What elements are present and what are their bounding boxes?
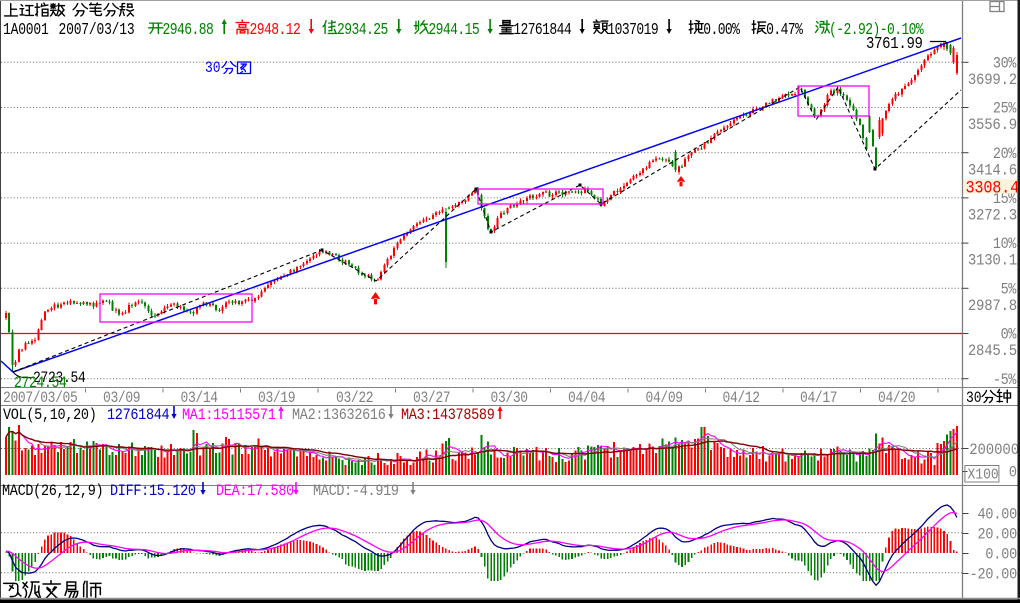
svg-text:30%: 30% — [993, 56, 1017, 73]
svg-text:MA3:14378589: MA3:14378589 — [401, 407, 495, 424]
svg-text:1037019: 1037019 — [607, 19, 658, 39]
svg-text:04/17: 04/17 — [800, 390, 837, 407]
svg-text:12761844: 12761844 — [513, 19, 571, 39]
svg-text:(-2.92)-0.10%: (-2.92)-0.10% — [829, 19, 925, 39]
svg-text:03/22: 03/22 — [336, 390, 373, 407]
svg-text:15%: 15% — [993, 191, 1017, 208]
svg-text:04/20: 04/20 — [878, 390, 915, 407]
svg-text:40.00: 40.00 — [978, 507, 1017, 524]
svg-text:5%: 5% — [1001, 282, 1017, 299]
svg-text:2723.54: 2723.54 — [33, 370, 85, 387]
svg-text:0.00: 0.00 — [985, 547, 1017, 564]
svg-text:12761844: 12761844 — [107, 407, 169, 424]
svg-text:MACD:-4.919: MACD:-4.919 — [313, 483, 399, 500]
svg-text:2944.15: 2944.15 — [428, 19, 479, 39]
svg-text:20%: 20% — [993, 146, 1017, 163]
svg-text:X100: X100 — [968, 468, 999, 484]
svg-text:03/14: 03/14 — [181, 390, 218, 407]
svg-text:3308.4: 3308.4 — [966, 178, 1019, 198]
svg-text:2724.54: 2724.54 — [14, 375, 66, 392]
svg-text:2987.8: 2987.8 — [968, 296, 1017, 315]
svg-text:30: 30 — [205, 60, 221, 77]
svg-text:30: 30 — [966, 390, 982, 407]
svg-text:0: 0 — [1009, 465, 1017, 482]
svg-text:3130.1: 3130.1 — [968, 251, 1017, 270]
svg-text:MA2:13632616: MA2:13632616 — [292, 407, 386, 424]
svg-text:2946.88: 2946.88 — [163, 19, 214, 39]
svg-text:200000: 200000 — [969, 440, 1019, 459]
svg-text:03/09: 03/09 — [103, 390, 140, 407]
svg-text:DEA:17.580: DEA:17.580 — [216, 483, 294, 500]
svg-text:04/09: 04/09 — [646, 390, 683, 407]
svg-text:04/12: 04/12 — [723, 390, 760, 407]
svg-text:03/30: 03/30 — [491, 390, 528, 407]
svg-text:0.47%: 0.47% — [766, 19, 804, 39]
svg-text:3272.3: 3272.3 — [968, 206, 1017, 225]
svg-text:2007/03/13: 2007/03/13 — [59, 19, 135, 39]
svg-text:3699.2: 3699.2 — [968, 70, 1017, 89]
svg-text:0%: 0% — [1001, 327, 1017, 344]
svg-text:VOL(5,10,20): VOL(5,10,20) — [3, 407, 97, 424]
svg-text:DIFF:15.120: DIFF:15.120 — [110, 483, 196, 500]
svg-text:-5%: -5% — [993, 372, 1017, 389]
svg-text:2948.12: 2948.12 — [250, 19, 301, 39]
svg-text:0.00%: 0.00% — [703, 19, 741, 39]
svg-text:25%: 25% — [993, 101, 1017, 118]
svg-text:20.00: 20.00 — [978, 527, 1017, 544]
svg-text:-20.00: -20.00 — [970, 567, 1017, 584]
svg-text:2934.25: 2934.25 — [337, 19, 388, 39]
svg-text:2007/03/05: 2007/03/05 — [3, 390, 77, 407]
svg-text:04/04: 04/04 — [568, 390, 605, 407]
svg-text:3761.99: 3761.99 — [866, 34, 923, 53]
svg-text:2845.5: 2845.5 — [968, 341, 1017, 360]
svg-text:MACD(26,12,9): MACD(26,12,9) — [2, 483, 103, 500]
svg-text:03/27: 03/27 — [413, 390, 450, 407]
svg-text:10%: 10% — [993, 236, 1017, 253]
svg-text:03/19: 03/19 — [258, 390, 295, 407]
svg-text:3556.9: 3556.9 — [968, 115, 1017, 134]
svg-text:1A0001: 1A0001 — [3, 19, 49, 39]
svg-text:MA1:15115571: MA1:15115571 — [182, 407, 276, 424]
svg-text:3414.6: 3414.6 — [968, 160, 1017, 179]
